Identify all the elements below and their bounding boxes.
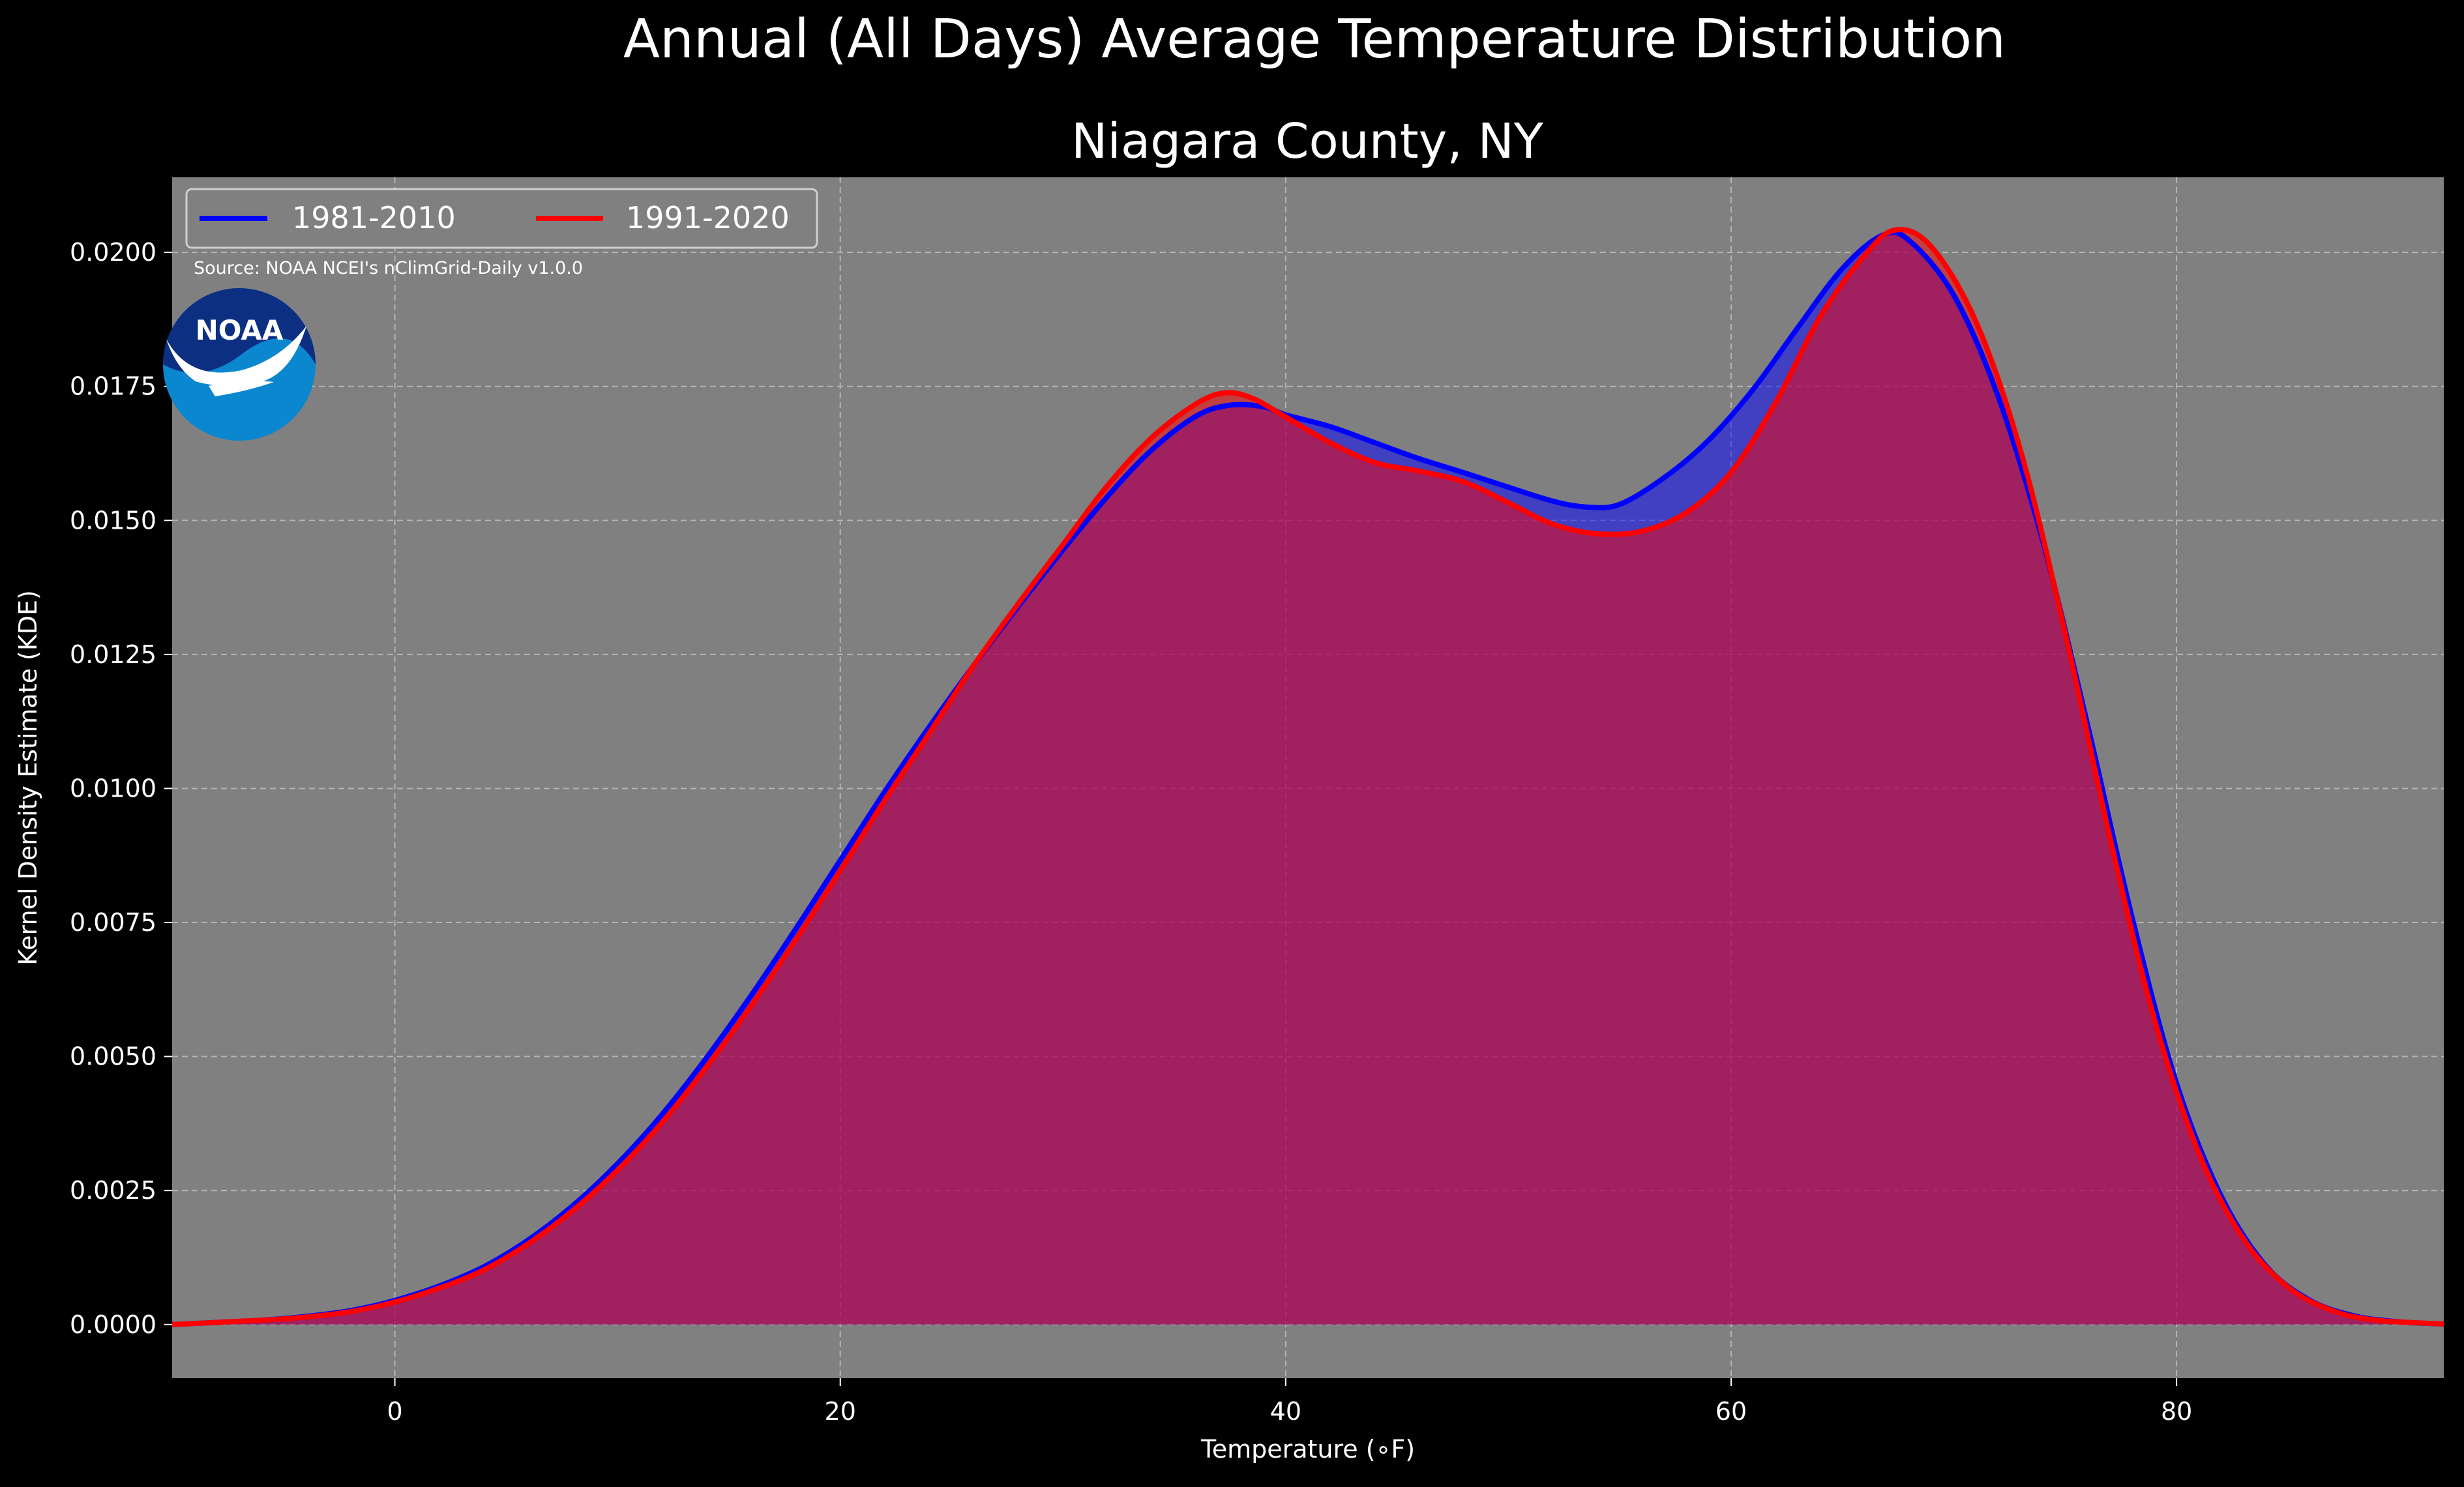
legend: 1981-2010 1991-2020 — [185, 188, 818, 249]
y-axis-ticks: 0.0000 0.0025 0.0050 0.0075 0.0100 0.0125 0.01… — [70, 238, 172, 1339]
series-line-1981-2010 — [172, 229, 2444, 1327]
x-tick-label: 20 — [825, 1397, 856, 1426]
legend-label-1991-2020: 1991-2020 — [626, 200, 790, 235]
y-tick-label: 0.0075 — [70, 908, 156, 937]
y-tick-label: 0.0125 — [70, 640, 156, 669]
x-tick-label: 40 — [1270, 1397, 1301, 1426]
series-line-1991-2020 — [172, 227, 2444, 1327]
area-fill-1991-2020 — [172, 229, 2444, 1325]
y-tick-label: 0.0150 — [70, 506, 156, 535]
y-tick-label: 0.0100 — [70, 774, 156, 802]
x-tick-label: 60 — [1715, 1397, 1747, 1426]
x-tick-label: 80 — [2161, 1397, 2192, 1426]
source-note: Source: NOAA NCEI's nClimGrid-Daily v1.0… — [194, 258, 583, 278]
x-axis-ticks: 0 20 40 60 80 — [387, 1378, 2192, 1426]
noaa-logo-icon: NOAA — [163, 288, 316, 441]
legend-label-1981-2010: 1981-2010 — [292, 200, 456, 235]
y-axis-label: Kernel Density Estimate (KDE) — [14, 590, 42, 965]
logo-wordmark: NOAA — [196, 314, 284, 346]
y-tick-label: 0.0000 — [70, 1310, 156, 1339]
y-tick-label: 0.0200 — [70, 238, 156, 267]
x-axis-label: Temperature (∘F) — [1200, 1435, 1415, 1464]
y-tick-label: 0.0050 — [70, 1042, 156, 1071]
chart-title: Annual (All Days) Average Temperature Di… — [623, 8, 2006, 70]
y-tick-label: 0.0025 — [70, 1176, 156, 1205]
series-layer — [172, 227, 2444, 1327]
legend-frame — [185, 188, 818, 249]
y-tick-label: 0.0175 — [70, 372, 156, 401]
x-tick-label: 0 — [387, 1397, 402, 1426]
chart-subtitle: Niagara County, NY — [1071, 113, 1544, 169]
